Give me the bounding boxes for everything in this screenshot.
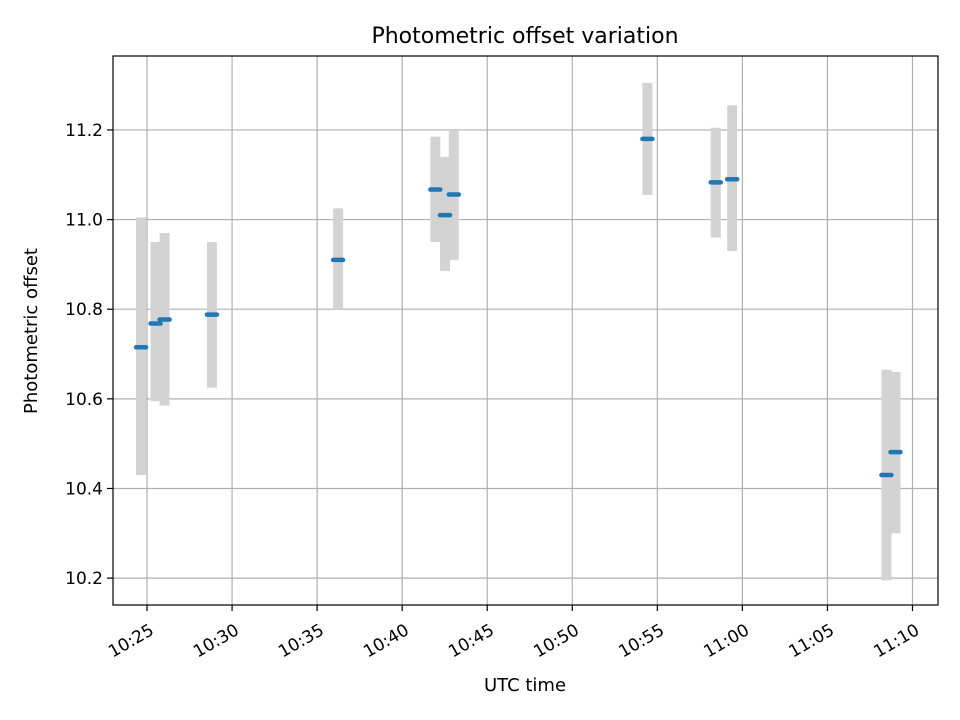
- y-tick-label: 10.8: [65, 300, 103, 320]
- plot-frame: [112, 55, 939, 606]
- y-axis-label: Photometric offset: [21, 248, 42, 414]
- y-tick-label: 11.2: [65, 121, 103, 141]
- y-tick-label: 10.6: [65, 390, 103, 410]
- y-axis: 10.2 10.4 10.6 10.8 11.0 11.2: [65, 121, 113, 589]
- data-points: [133, 136, 903, 478]
- y-tick-label: 10.2: [65, 569, 103, 589]
- x-axis-label: UTC time: [484, 675, 566, 696]
- y-tick-label: 10.4: [65, 479, 103, 499]
- chart-title: Photometric offset variation: [371, 24, 678, 49]
- grid: [113, 56, 938, 605]
- y-tick-label: 11.0: [65, 211, 103, 231]
